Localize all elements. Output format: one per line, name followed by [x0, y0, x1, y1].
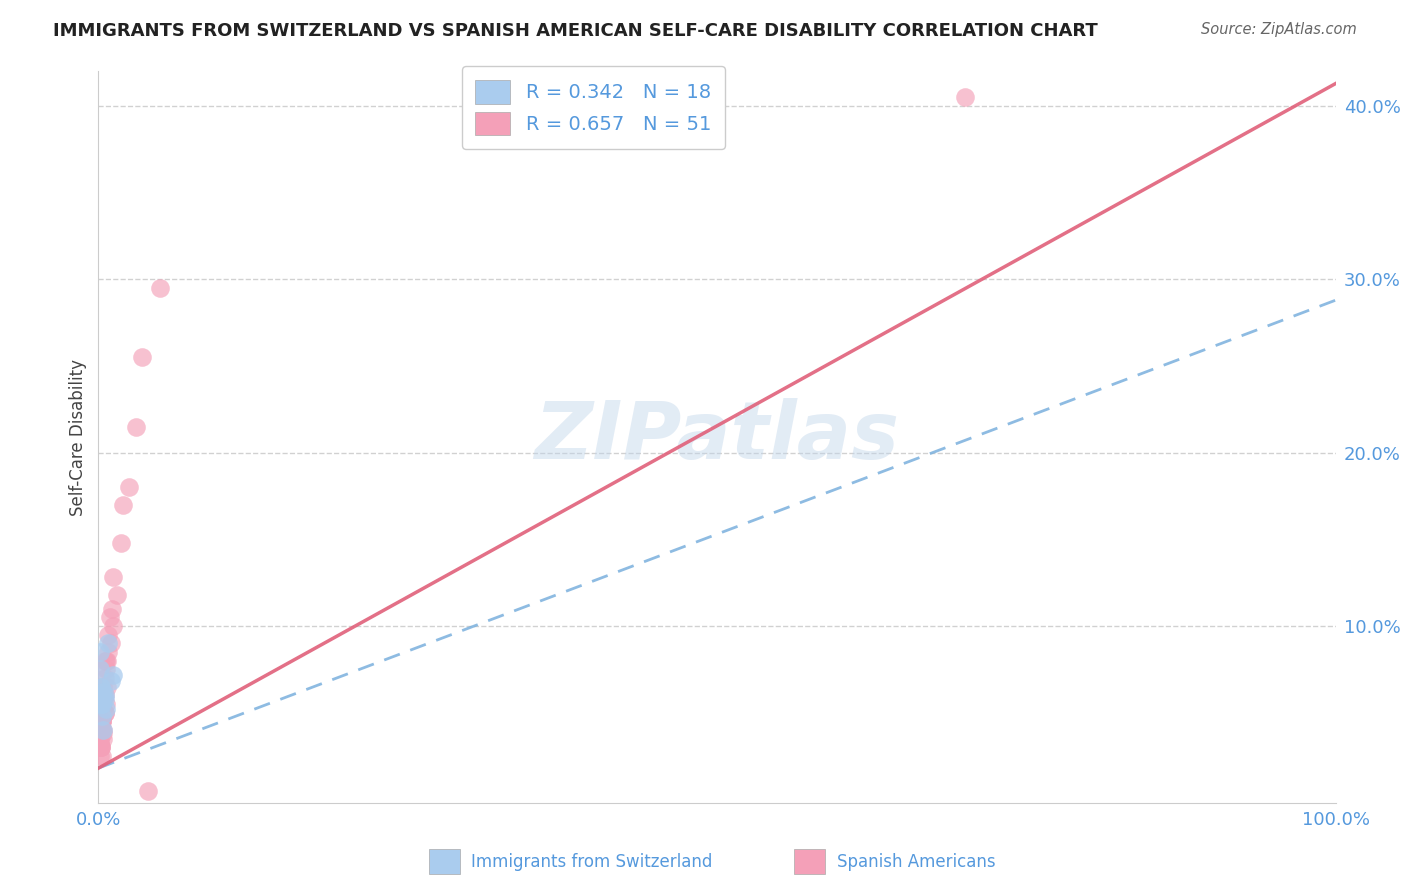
Point	[110, 536, 132, 550]
Point	[93, 689, 115, 703]
Point	[89, 731, 111, 746]
Point	[91, 689, 114, 703]
Point	[90, 723, 112, 737]
Point	[91, 714, 114, 729]
Point	[90, 680, 112, 694]
Point	[94, 662, 117, 676]
Point	[94, 702, 117, 716]
Point	[93, 706, 115, 720]
Point	[93, 731, 115, 746]
Point	[89, 645, 111, 659]
Point	[93, 680, 115, 694]
Point	[93, 689, 115, 703]
Point	[93, 671, 115, 685]
Point	[89, 740, 111, 755]
Point	[90, 740, 112, 755]
Point	[90, 740, 112, 755]
Text: ZIPatlas: ZIPatlas	[534, 398, 900, 476]
Point	[97, 628, 120, 642]
Point	[90, 714, 112, 729]
Point	[89, 720, 111, 734]
Point	[91, 697, 114, 711]
Point	[93, 726, 115, 740]
Point	[93, 723, 115, 737]
Point	[94, 697, 117, 711]
Point	[149, 281, 172, 295]
Point	[131, 351, 153, 365]
Point	[953, 90, 976, 104]
Point	[90, 720, 112, 734]
Point	[93, 691, 115, 706]
Text: IMMIGRANTS FROM SWITZERLAND VS SPANISH AMERICAN SELF-CARE DISABILITY CORRELATION: IMMIGRANTS FROM SWITZERLAND VS SPANISH A…	[53, 22, 1098, 40]
Point	[89, 662, 111, 676]
Point	[103, 667, 125, 681]
Point	[105, 588, 128, 602]
Point	[98, 610, 121, 624]
Point	[89, 726, 111, 740]
Point	[97, 636, 120, 650]
Point	[93, 723, 115, 737]
Point	[112, 498, 135, 512]
Point	[136, 783, 159, 797]
Point	[90, 740, 112, 755]
Point	[97, 645, 120, 659]
Point	[91, 723, 114, 737]
Text: Immigrants from Switzerland: Immigrants from Switzerland	[471, 853, 713, 871]
Point	[93, 654, 115, 668]
Point	[96, 654, 118, 668]
Point	[91, 709, 114, 723]
Text: Spanish Americans: Spanish Americans	[837, 853, 995, 871]
Point	[91, 697, 114, 711]
Point	[89, 697, 111, 711]
Point	[124, 419, 146, 434]
Point	[90, 706, 112, 720]
Point	[100, 674, 122, 689]
Y-axis label: Self-Care Disability: Self-Care Disability	[69, 359, 87, 516]
Point	[103, 619, 125, 633]
Legend: R = 0.342   N = 18, R = 0.657   N = 51: R = 0.342 N = 18, R = 0.657 N = 51	[461, 66, 725, 149]
Point	[93, 689, 115, 703]
Point	[103, 570, 125, 584]
Point	[118, 480, 141, 494]
Point	[93, 706, 115, 720]
Point	[90, 689, 112, 703]
Point	[91, 749, 114, 764]
Point	[93, 685, 115, 699]
Point	[91, 697, 114, 711]
Point	[89, 735, 111, 749]
Point	[100, 636, 122, 650]
Point	[91, 714, 114, 729]
Point	[94, 654, 117, 668]
Point	[89, 749, 111, 764]
Point	[90, 680, 112, 694]
Point	[91, 714, 114, 729]
Text: Source: ZipAtlas.com: Source: ZipAtlas.com	[1201, 22, 1357, 37]
Point	[96, 680, 118, 694]
Point	[101, 601, 124, 615]
Point	[91, 697, 114, 711]
